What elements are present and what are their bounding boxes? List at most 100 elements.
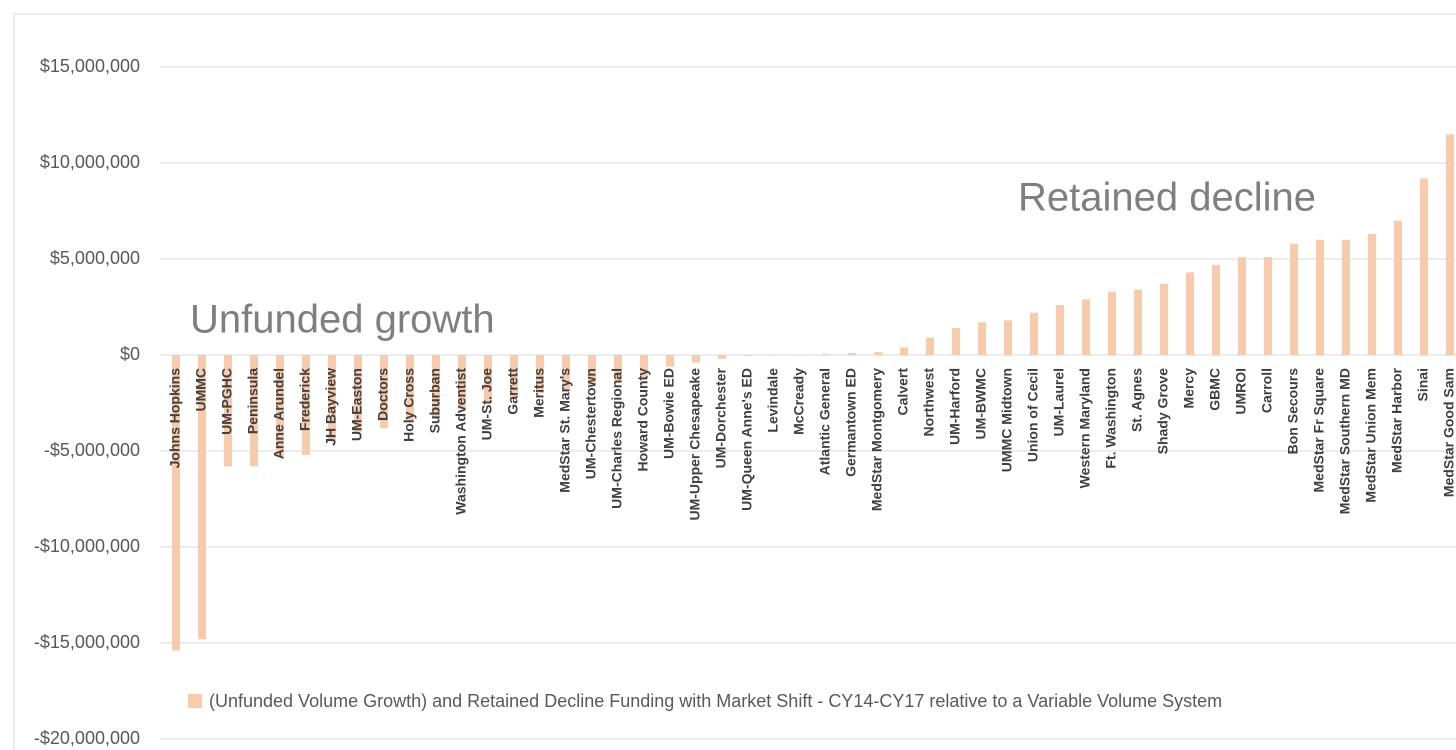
bar xyxy=(770,355,778,356)
bar xyxy=(1264,257,1272,355)
x-tick-label: UM-Bowie ED xyxy=(661,368,677,459)
x-tick-label: Doctors xyxy=(375,368,391,421)
y-tick-label: $5,000,000 xyxy=(50,248,140,268)
bar xyxy=(1004,320,1012,355)
bar xyxy=(458,355,466,409)
chart-frame xyxy=(13,13,1456,750)
x-tick-label: UMMC Midtown xyxy=(999,368,1015,472)
x-tick-label: Calvert xyxy=(895,368,911,416)
bar xyxy=(406,355,414,423)
x-tick-label: Garrett xyxy=(505,368,521,415)
y-tick-label: -$20,000,000 xyxy=(34,728,140,748)
bar xyxy=(1394,220,1402,355)
x-tick-label: Northwest xyxy=(921,368,937,437)
bar xyxy=(562,355,570,390)
y-tick-label: -$15,000,000 xyxy=(34,632,140,652)
bar xyxy=(822,354,830,355)
x-tick-label: Bon Secours xyxy=(1285,368,1301,455)
x-tick-label: Holy Cross xyxy=(401,368,417,442)
y-tick-label: -$10,000,000 xyxy=(34,536,140,556)
x-tick-label: Atlantic General xyxy=(817,368,833,475)
bar xyxy=(380,355,388,428)
x-tick-label: UMMC xyxy=(193,368,209,412)
x-tick-label: MedStar Fr Square xyxy=(1311,368,1327,493)
bar xyxy=(484,355,492,403)
bar xyxy=(744,355,752,356)
x-tick-label: Western Maryland xyxy=(1077,368,1093,488)
bar xyxy=(1186,272,1194,355)
bar xyxy=(666,355,674,367)
x-tick-label: UM-Charles Regional xyxy=(609,368,625,509)
bar xyxy=(1238,257,1246,355)
bar xyxy=(900,347,908,355)
bar xyxy=(1316,239,1324,355)
x-tick-label: UMROI xyxy=(1233,368,1249,415)
x-tick-label: MedStar Good Sam xyxy=(1441,368,1456,497)
x-tick-label: Sinai xyxy=(1415,368,1431,401)
y-tick-label: $10,000,000 xyxy=(40,152,140,172)
bar xyxy=(1056,305,1064,355)
bar xyxy=(510,355,518,398)
x-tick-label: UM-Chestertown xyxy=(583,368,599,479)
annotation: Unfunded growth xyxy=(190,298,495,342)
bar xyxy=(952,328,960,355)
x-tick-label: Shady Grove xyxy=(1155,368,1171,455)
bar xyxy=(718,355,726,359)
x-tick-label: UM-Dorchester xyxy=(713,367,729,468)
bar xyxy=(614,355,622,382)
bar xyxy=(588,355,596,386)
x-tick-label: MedStar Southern MD xyxy=(1337,368,1353,514)
x-tick-label: MedStar Harbor xyxy=(1389,367,1405,473)
x-tick-label: Peninsula xyxy=(245,368,261,434)
x-tick-label: MedStar Union Mem xyxy=(1363,368,1379,503)
x-tick-label: McCready xyxy=(791,368,807,435)
bar xyxy=(1160,283,1168,355)
x-tick-label: JH Bayview xyxy=(323,368,339,446)
x-tick-label: Washington Adventist xyxy=(453,368,469,515)
bar xyxy=(1446,134,1454,355)
x-tick-label: Johns Hopkins xyxy=(167,368,183,469)
bar xyxy=(224,355,232,467)
x-tick-label: Ft. Washington xyxy=(1103,368,1119,469)
bar xyxy=(198,355,206,640)
bar xyxy=(536,355,544,394)
x-tick-label: UM-Laurel xyxy=(1051,368,1067,436)
x-tick-label: St. Agnes xyxy=(1129,368,1145,432)
x-tick-label: Mercy xyxy=(1181,368,1197,409)
x-tick-label: UM-Upper Chesapeake xyxy=(687,368,703,521)
x-tick-label: Howard County xyxy=(635,368,651,472)
bar xyxy=(978,322,986,355)
legend-swatch xyxy=(188,694,202,708)
bar xyxy=(1082,299,1090,355)
bar xyxy=(250,355,258,467)
y-tick-label: $0 xyxy=(120,344,140,364)
x-tick-label: Frederick xyxy=(297,368,313,431)
bar xyxy=(874,352,882,355)
bar xyxy=(328,355,336,442)
x-tick-label: UM-St. Joe xyxy=(479,368,495,441)
x-tick-label: MedStar St. Mary's xyxy=(557,368,573,493)
x-tick-label: UM-BWMC xyxy=(973,368,989,440)
bar xyxy=(1212,264,1220,355)
x-tick-label: Carroll xyxy=(1259,368,1275,413)
x-tick-label: Suburban xyxy=(427,368,443,433)
bar xyxy=(1290,243,1298,355)
x-tick-label: Levindale xyxy=(765,368,781,433)
x-tick-label: Germantown ED xyxy=(843,368,859,477)
x-tick-label: GBMC xyxy=(1207,368,1223,411)
bar xyxy=(354,355,362,432)
bar xyxy=(1134,289,1142,355)
x-tick-label: UM-PGHC xyxy=(219,368,235,435)
bar xyxy=(1108,291,1116,355)
bar xyxy=(432,355,440,419)
x-tick-label: UM-Harford xyxy=(947,368,963,445)
x-tick-label: UM-Easton xyxy=(349,368,365,441)
legend-label: (Unfunded Volume Growth) and Retained De… xyxy=(209,691,1222,711)
annotation: Retained decline xyxy=(1018,176,1316,220)
x-tick-label: MedStar Montgomery xyxy=(869,368,885,511)
bar xyxy=(276,355,284,457)
y-tick-label: $15,000,000 xyxy=(40,56,140,76)
x-tick-label: Meritus xyxy=(531,368,547,418)
